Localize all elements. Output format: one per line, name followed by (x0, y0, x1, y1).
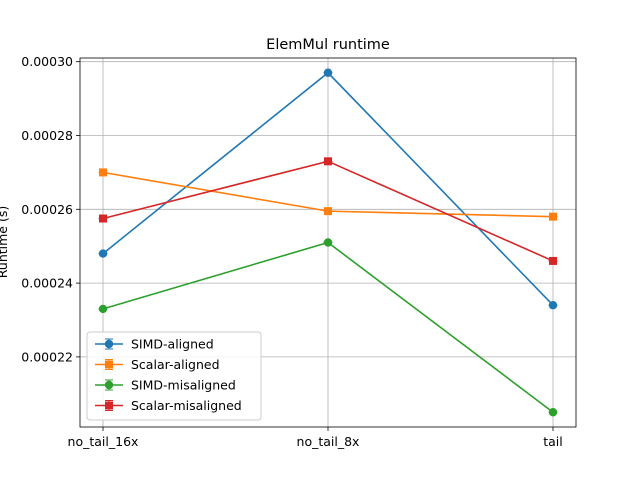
legend-marker (105, 401, 113, 410)
data-point (324, 157, 332, 166)
legend-item: Scalar-misaligned (95, 398, 242, 413)
y-axis-label: Runtime (s) (0, 206, 10, 278)
legend-label: SIMD-misaligned (131, 378, 236, 393)
data-point (549, 256, 557, 265)
y-tick-label: 0.00022 (21, 349, 73, 364)
series-scalar-misaligned (98, 157, 558, 265)
data-point (99, 214, 107, 223)
series-layer (98, 68, 558, 417)
legend-item: SIMD-misaligned (95, 378, 236, 393)
data-point (548, 301, 558, 310)
legend-label: Scalar-misaligned (131, 398, 242, 413)
legend-marker (104, 380, 114, 390)
y-tick-label: 0.00026 (21, 202, 73, 217)
data-point (323, 68, 333, 77)
data-point (549, 212, 557, 221)
x-tick-label: no_tail_16x (68, 434, 139, 449)
chart-title: ElemMul runtime (266, 37, 390, 53)
x-tick-label: tail (543, 434, 563, 449)
data-point (324, 207, 332, 216)
series-scalar-aligned (98, 168, 558, 221)
y-tick-label: 0.00024 (21, 276, 73, 291)
legend-label: SIMD-aligned (131, 337, 214, 352)
data-point (98, 249, 108, 258)
legend-marker (104, 339, 114, 349)
legend-item: SIMD-aligned (95, 337, 214, 352)
data-point (98, 304, 108, 314)
legend-label: Scalar-aligned (131, 357, 220, 372)
legend-box (86, 331, 262, 421)
legend-marker (105, 360, 113, 369)
y-tick-label: 0.00030 (21, 54, 73, 69)
axis-ticks: no_tail_16x no_tail_8x tail 0.00022 0.00024 0… (21, 54, 562, 449)
series-simd-misaligned (98, 238, 558, 417)
legend-item: Scalar-aligned (95, 357, 220, 372)
data-point (548, 408, 558, 417)
data-point (323, 238, 333, 247)
y-tick-label: 0.00028 (21, 128, 73, 143)
data-point (99, 168, 107, 177)
x-tick-label: no_tail_8x (297, 434, 360, 449)
legend: SIMD-aligned Scalar-aligned SIMD-misaligne… (86, 331, 262, 421)
